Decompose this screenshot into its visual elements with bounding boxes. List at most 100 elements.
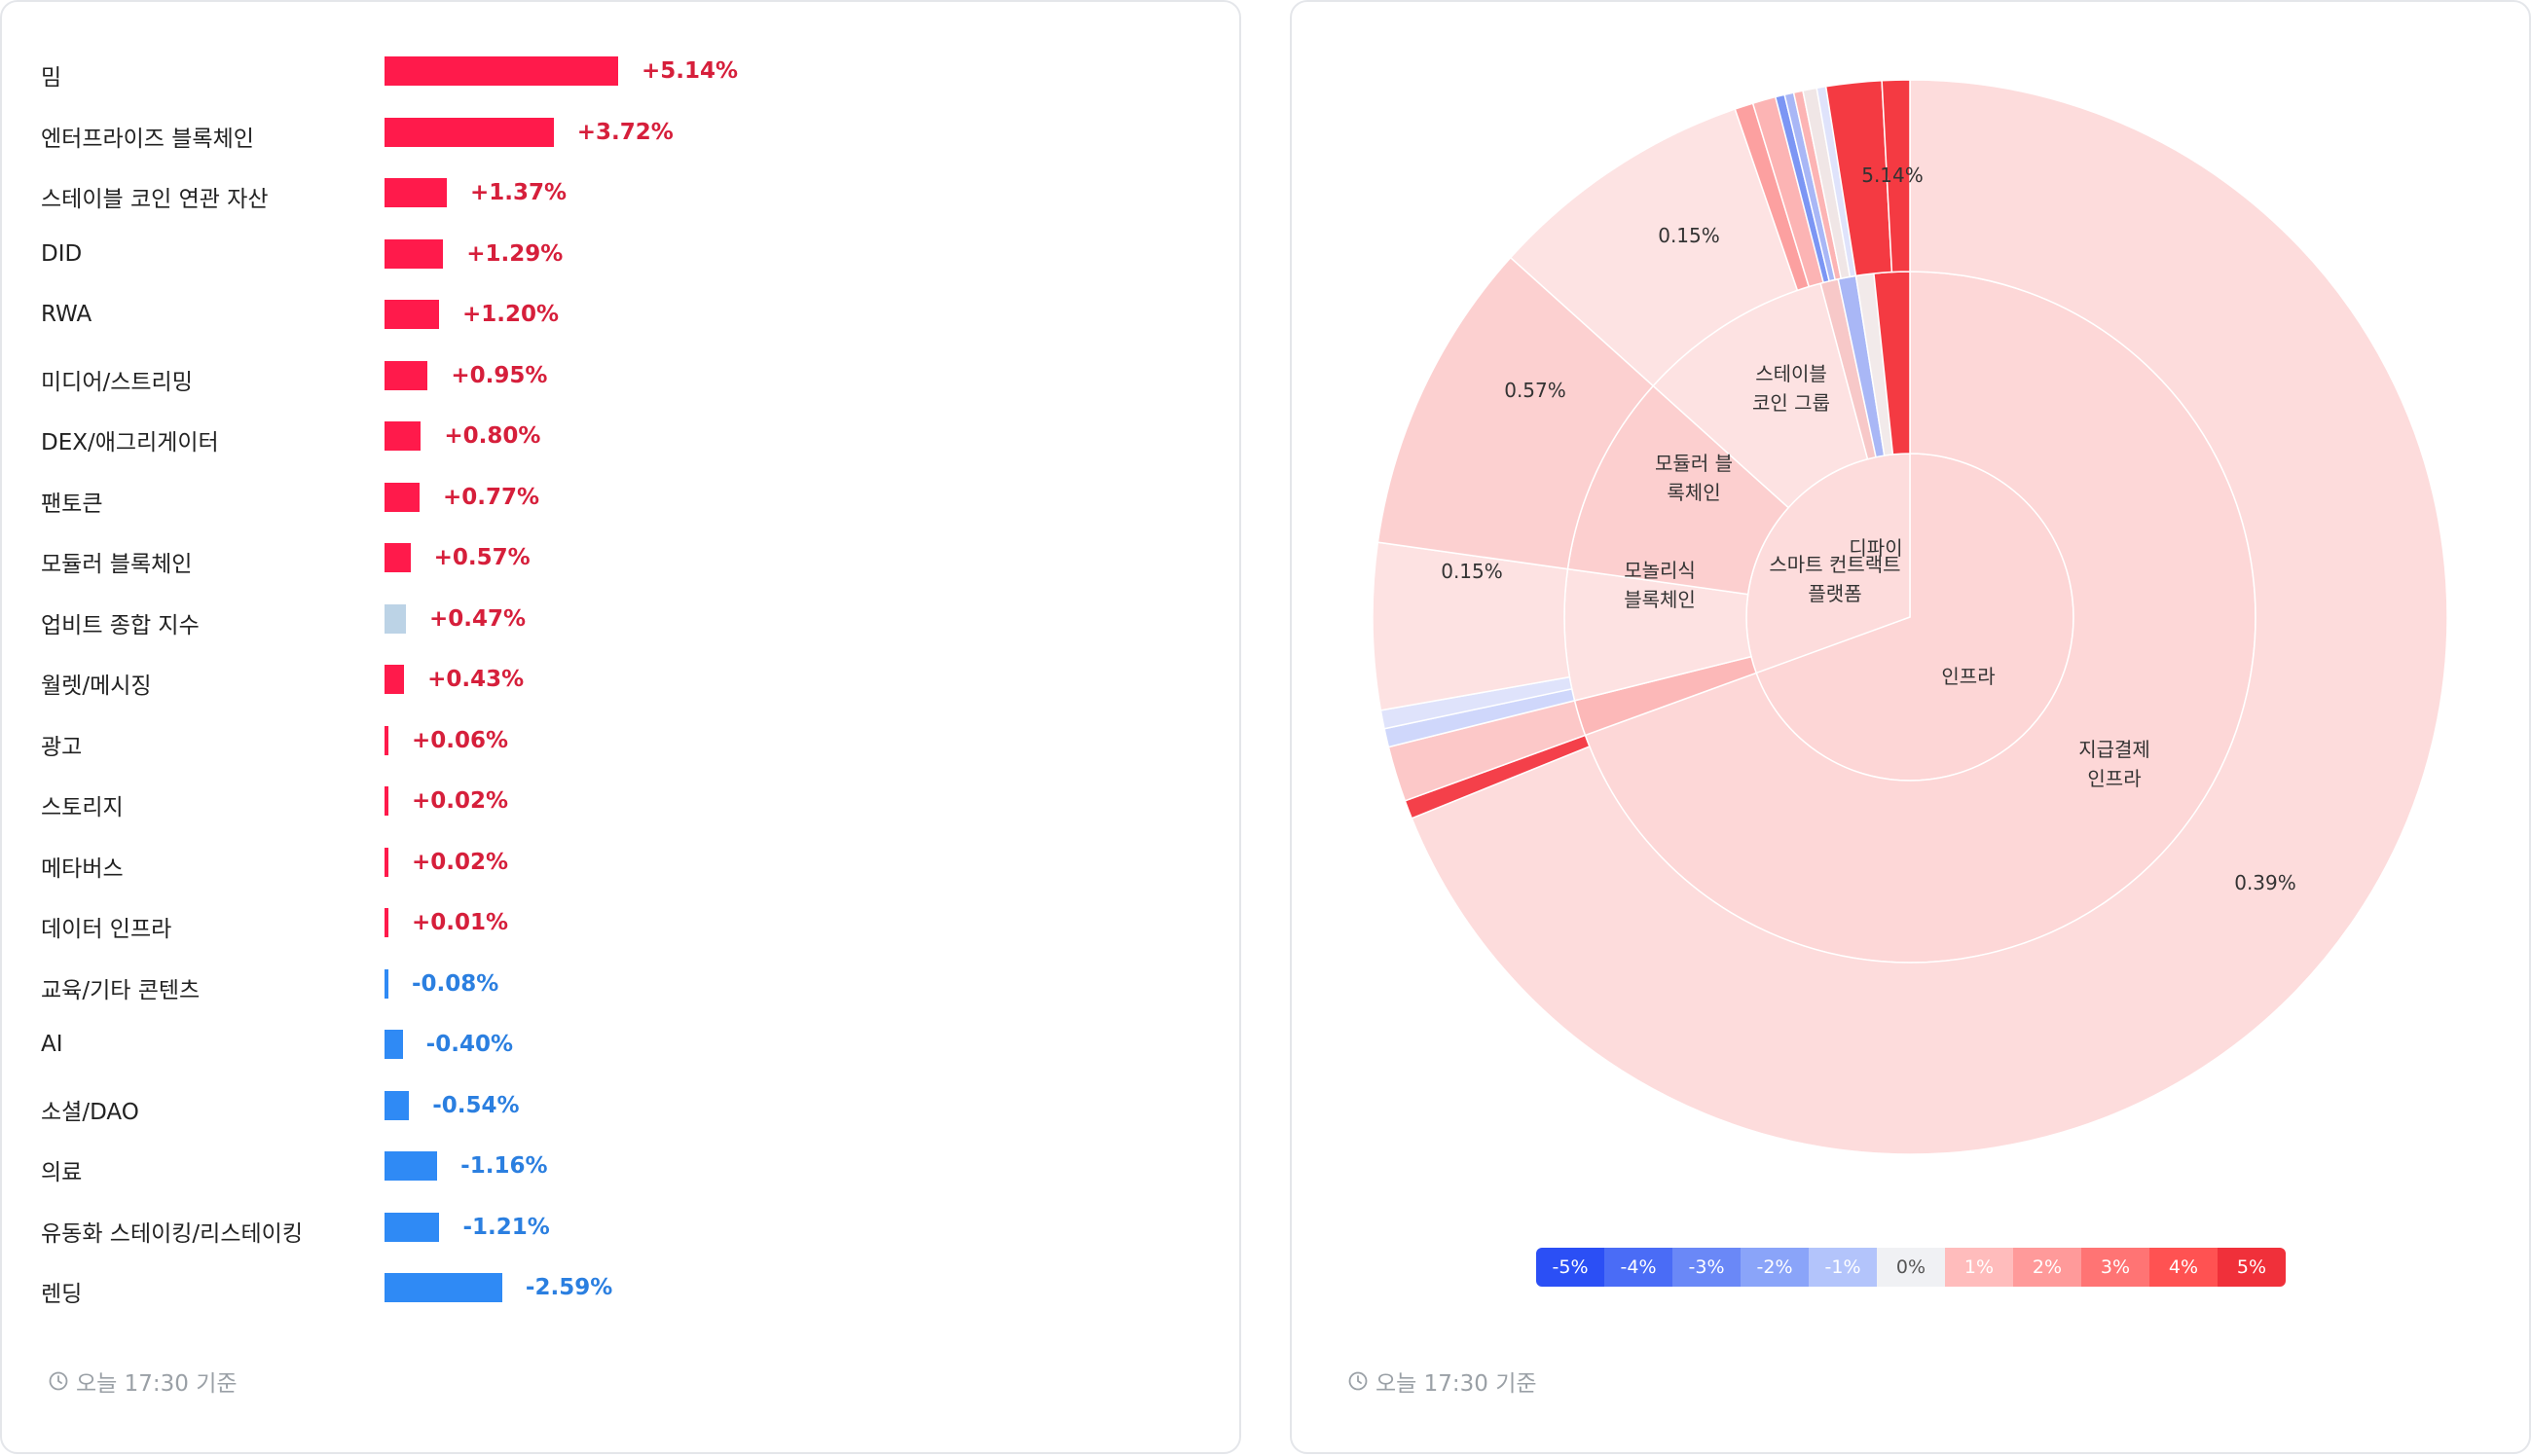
bar[interactable] (385, 847, 388, 877)
bar-row[interactable]: 밈 +5.14% (41, 53, 1209, 91)
sunburst-value-label: 5.14% (1861, 164, 1924, 187)
bar[interactable] (385, 178, 447, 207)
bar[interactable] (385, 421, 422, 451)
bar[interactable] (385, 238, 444, 269)
sector-sunburst-panel: 인프라 디파이 지급결제 인프라 모놀리식 블록체인 모듈러 블 록체인 스테이블 코인 그룹 스마… (1290, 0, 2531, 1454)
color-scale-legend: -5% -4% -3% -2% -1% 0% 1% 2% 3% 4% 5% (1536, 1248, 2286, 1287)
bar-value-label: +1.29% (466, 240, 564, 267)
bar[interactable] (385, 786, 388, 816)
bar-row[interactable]: 데이터 인프라 +0.01% (41, 904, 1209, 943)
bar-category-label: AI (41, 1032, 63, 1057)
bar-value-label: -1.21% (462, 1214, 550, 1240)
bar-category-label: 소셜/DAO (41, 1099, 139, 1125)
bar-row[interactable]: 모듈러 블록체인 +0.57% (41, 539, 1209, 578)
bar[interactable] (385, 117, 554, 147)
legend-cell: 3% (2081, 1248, 2149, 1287)
bar-row[interactable]: 팬토큰 +0.77% (41, 479, 1209, 518)
bar-row[interactable]: DID +1.29% (41, 236, 1209, 274)
bar-row[interactable]: 의료 -1.16% (41, 1147, 1209, 1186)
bar-row[interactable]: 스토리지 +0.02% (41, 783, 1209, 821)
bar-row[interactable]: 소셜/DAO -0.54% (41, 1087, 1209, 1126)
bar-category-label: 교육/기타 콘텐츠 (41, 977, 201, 1003)
legend-cell: 2% (2013, 1248, 2081, 1287)
bar[interactable] (385, 1030, 403, 1059)
bar-value-label: +5.14% (642, 58, 739, 84)
bar-category-label: 미디어/스트리밍 (41, 369, 193, 395)
update-time-text: 오늘 17:30 기준 (1376, 1371, 1537, 1397)
bar-row[interactable]: 렌딩 -2.59% (41, 1269, 1209, 1308)
bar-category-label: DID (41, 240, 83, 267)
bar[interactable] (385, 725, 388, 755)
bar-row[interactable]: 스테이블 코인 연관 자산 +1.37% (41, 174, 1209, 213)
bar-row[interactable]: 월렛/메시징 +0.43% (41, 661, 1209, 700)
legend-cell: -4% (1604, 1248, 1672, 1287)
legend-cell: 0% (1877, 1248, 1945, 1287)
sunburst-segment-outer-smart[interactable] (1881, 79, 1911, 273)
bar[interactable] (385, 968, 388, 999)
bar-row[interactable]: 교육/기타 콘텐츠 -0.08% (41, 965, 1209, 1004)
clock-icon (1348, 1371, 1368, 1391)
bar-row[interactable]: 미디어/스트리밍 +0.95% (41, 357, 1209, 396)
bar-row[interactable]: 유동화 스테이킹/리스테이킹 -1.21% (41, 1209, 1209, 1248)
sunburst-label-smart-contract: 스마트 컨트랙트 플랫폼 (1769, 553, 1900, 605)
legend-cell: 5% (2218, 1248, 2286, 1287)
sunburst-label-modular: 모듈러 블 록체인 (1655, 452, 1733, 504)
bar-category-label: 데이터 인프라 (41, 917, 172, 942)
bar[interactable] (385, 482, 420, 512)
bar[interactable] (385, 665, 405, 694)
clock-icon (49, 1371, 68, 1391)
bar-value-label: -0.40% (425, 1032, 514, 1057)
sunburst-label-defi: 디파이 (1849, 536, 1902, 560)
bar-value-label: +0.80% (444, 423, 541, 449)
legend-cell: -5% (1536, 1248, 1604, 1287)
bar-category-label: 업비트 종합 지수 (41, 612, 200, 638)
sector-bar-panel: 밈 +5.14% 엔터프라이즈 블록체인 +3.72% 스테이블 코인 연관 자산 +1.… (0, 0, 1241, 1454)
bar[interactable] (385, 1273, 502, 1302)
bar-category-label: 유동화 스테이킹/리스테이킹 (41, 1220, 303, 1247)
bar-value-label: +1.20% (462, 302, 560, 327)
bar-value-label: +3.72% (576, 119, 674, 145)
bar-category-label: 의료 (41, 1160, 83, 1185)
bar[interactable] (385, 908, 388, 937)
bar-value-label: +0.43% (427, 667, 525, 692)
bar-value-label: +0.57% (433, 545, 531, 570)
sunburst-value-label: 0.15% (1441, 560, 1503, 583)
bar-row[interactable]: DEX/애그리게이터 +0.80% (41, 418, 1209, 456)
bar[interactable] (385, 1090, 410, 1120)
update-time-right: 오늘 17:30 기준 (1348, 1365, 1537, 1398)
sunburst-value-label: 0.39% (2234, 871, 2296, 894)
bar-row[interactable]: 메타버스 +0.02% (41, 844, 1209, 883)
bar-row[interactable]: 광고 +0.06% (41, 722, 1209, 761)
bar[interactable] (385, 360, 428, 390)
bar-category-label: 모듈러 블록체인 (41, 552, 193, 577)
bar-value-label: +0.02% (412, 788, 509, 814)
sunburst-label-stablecoin: 스테이블 코인 그룹 (1752, 362, 1830, 415)
bar-category-label: 월렛/메시징 (41, 673, 152, 699)
bar[interactable] (385, 603, 406, 634)
bar[interactable] (385, 1212, 440, 1242)
bar-row[interactable]: AI -0.40% (41, 1026, 1209, 1065)
bar-row[interactable]: 엔터프라이즈 블록체인 +3.72% (41, 114, 1209, 153)
bar-value-label: +0.95% (451, 362, 548, 388)
bar-value-label: -2.59% (525, 1275, 613, 1300)
bar-value-label: +1.37% (469, 180, 568, 205)
sunburst-value-label: 0.57% (1504, 379, 1566, 402)
bar[interactable] (385, 543, 411, 572)
bar-category-label: 렌딩 (41, 1282, 83, 1307)
bar-value-label: +0.02% (412, 849, 509, 875)
bar-row[interactable]: RWA +1.20% (41, 296, 1209, 335)
bar-category-label: RWA (41, 302, 92, 327)
legend-cell: 1% (1945, 1248, 2013, 1287)
legend-cell: 4% (2149, 1248, 2218, 1287)
bar-row[interactable]: 업비트 종합 지수 +0.47% (41, 601, 1209, 639)
sunburst-segment-outer-payment[interactable] (1411, 79, 2448, 1155)
bar[interactable] (385, 300, 440, 329)
bar-value-label: +0.47% (428, 605, 527, 632)
bar[interactable] (385, 1151, 438, 1181)
bar-category-label: 스토리지 (41, 795, 124, 820)
bar-category-label: DEX/애그리게이터 (41, 430, 219, 455)
update-time-left: 오늘 17:30 기준 (49, 1365, 238, 1398)
sunburst-label-payment-infra: 지급결제 인프라 (2078, 738, 2150, 790)
bar[interactable] (385, 56, 618, 86)
sunburst-label-infra: 인프라 (1941, 665, 1995, 688)
